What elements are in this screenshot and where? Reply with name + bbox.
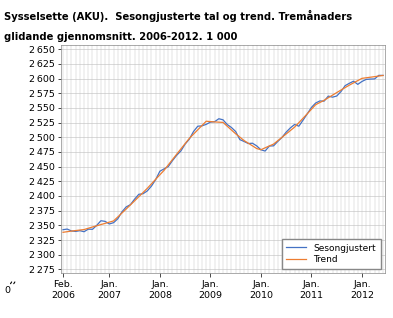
Sesongjustert	[170, 159, 175, 162]
Sesongjustert	[61, 228, 65, 232]
Sesongjustert	[242, 140, 246, 143]
Text: 0: 0	[4, 287, 10, 295]
Sesongjustert	[381, 73, 386, 77]
Line: Trend: Trend	[63, 75, 383, 232]
Line: Sesongjustert: Sesongjustert	[63, 75, 383, 232]
Sesongjustert	[174, 153, 179, 157]
Sesongjustert	[204, 122, 209, 126]
Text: Sysselsette (AKU).  Sesongjusterte tal og trend. Tremånaders: Sysselsette (AKU). Sesongjusterte tal og…	[4, 10, 352, 22]
Sesongjustert	[195, 124, 200, 128]
Legend: Sesongjustert, Trend: Sesongjustert, Trend	[282, 239, 381, 269]
Trend	[381, 73, 386, 77]
Sesongjustert	[376, 73, 381, 77]
Trend	[61, 230, 65, 234]
Text: glidande gjennomsnitt. 2006-2012. 1 000: glidande gjennomsnitt. 2006-2012. 1 000	[4, 32, 237, 42]
Trend	[191, 132, 196, 136]
Sesongjustert	[82, 230, 86, 234]
Trend	[124, 207, 129, 211]
Trend	[166, 163, 171, 167]
Trend	[200, 124, 204, 128]
Trend	[237, 135, 242, 139]
Sesongjustert	[128, 203, 133, 207]
Trend	[170, 158, 175, 162]
